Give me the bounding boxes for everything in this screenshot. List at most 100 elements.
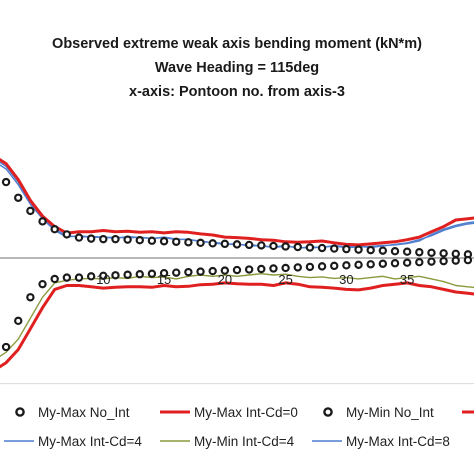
data-point <box>305 243 315 252</box>
data-point <box>390 259 400 268</box>
data-point <box>62 273 72 282</box>
data-point <box>14 193 23 202</box>
series-my-max-int-cd-8 <box>0 164 474 249</box>
data-point <box>257 241 266 250</box>
data-point <box>366 260 375 269</box>
series-my-min-no-int <box>1 255 473 352</box>
data-point <box>123 235 132 244</box>
data-point <box>184 267 193 277</box>
legend-label: My-Min Int-Cd=4 <box>194 434 295 449</box>
x-tick-label: 35 <box>400 272 414 287</box>
series-line <box>0 273 474 358</box>
legend-item: My-Max Int-Cd=0 <box>160 405 298 420</box>
data-point <box>427 257 436 266</box>
data-point <box>172 268 181 277</box>
legend-label: My-Max Int-Cd=4 <box>38 434 142 449</box>
data-point <box>111 271 120 280</box>
data-point <box>378 259 388 268</box>
x-tick-label: 25 <box>278 272 292 287</box>
legend-item: My-Max Int-Cd=4 <box>4 434 142 449</box>
series-my-max-int-cd-0 <box>0 158 474 247</box>
data-point <box>293 263 302 272</box>
data-point <box>439 249 448 258</box>
data-point <box>293 242 302 252</box>
legend-item: My-Max No_Int <box>15 405 130 420</box>
data-point <box>184 238 193 247</box>
data-point <box>38 279 47 289</box>
data-point <box>281 263 290 273</box>
legend-label: My-Max Int-Cd=0 <box>194 405 298 420</box>
legend: My-Max No_Int My-Max Int-Cd=0 My-Min No_In… <box>4 405 474 449</box>
data-point <box>111 234 120 244</box>
data-point <box>135 235 144 245</box>
legend-label: My-Min No_Int <box>346 405 434 420</box>
data-point <box>305 262 315 272</box>
chart-title-line-2: Wave Heading = 115deg <box>154 60 320 76</box>
data-point <box>147 269 157 278</box>
legend-label: My-Max No_Int <box>38 405 130 420</box>
data-point <box>232 265 242 275</box>
data-point <box>1 342 11 352</box>
data-point <box>463 255 473 265</box>
data-point <box>135 270 144 279</box>
legend-marker <box>15 407 25 417</box>
data-point <box>415 257 424 267</box>
data-point <box>147 236 157 245</box>
chart-title-line-3: x-axis: Pontoon no. from axis-3 <box>129 84 345 100</box>
legend-item: My-Min No_Int <box>323 405 434 420</box>
data-point <box>26 206 35 216</box>
data-point <box>86 272 96 281</box>
x-tick-label: 30 <box>339 272 353 287</box>
data-point <box>159 237 169 246</box>
series-my-min-int-cd-0 <box>0 281 474 369</box>
data-point <box>244 265 254 274</box>
gridlines <box>0 257 474 385</box>
data-point <box>354 260 363 270</box>
series-my-min-int-cd-4 <box>0 273 474 358</box>
series-line <box>0 158 474 247</box>
data-point <box>317 243 327 253</box>
series-line <box>0 164 474 249</box>
chart-title-line-1: Observed extreme weak axis bending momen… <box>52 36 422 52</box>
data-point <box>330 261 339 271</box>
data-point <box>196 267 205 276</box>
legend-marker <box>323 407 333 417</box>
data-point <box>402 247 412 256</box>
data-point <box>62 230 72 239</box>
data-point <box>1 177 11 187</box>
data-point <box>281 242 290 251</box>
data-point <box>50 224 59 234</box>
data-point <box>50 274 59 284</box>
legend-label: My-Max Int-Cd=8 <box>346 434 450 449</box>
data-point <box>220 266 230 275</box>
data-point <box>269 264 278 273</box>
x-tick-labels: 10 15 20 25 30 35 <box>96 272 414 287</box>
legend-item: My-Max Int-Cd=8 <box>312 434 450 449</box>
data-point <box>390 246 400 256</box>
series-my-max-no-int <box>1 177 473 259</box>
data-point <box>354 245 363 254</box>
data-point <box>74 233 84 242</box>
series-line <box>0 161 474 249</box>
series-line <box>0 281 474 369</box>
data-point <box>439 256 448 266</box>
legend-item: My-Min Int-Cd=4 <box>160 434 295 449</box>
data-point <box>269 241 278 251</box>
series-my-max-int-cd-4 <box>0 161 474 249</box>
data-point <box>317 262 327 271</box>
data-point <box>342 244 351 254</box>
data-point <box>14 316 23 326</box>
data-point <box>366 245 375 255</box>
data-point <box>159 268 169 278</box>
data-point <box>196 238 205 248</box>
data-point <box>257 264 266 274</box>
data-point <box>415 248 424 257</box>
data-point <box>99 271 108 281</box>
data-point <box>232 240 242 249</box>
data-point <box>342 261 351 270</box>
x-tick-label: 20 <box>218 272 232 287</box>
data-point <box>99 234 108 244</box>
data-point <box>26 293 35 302</box>
